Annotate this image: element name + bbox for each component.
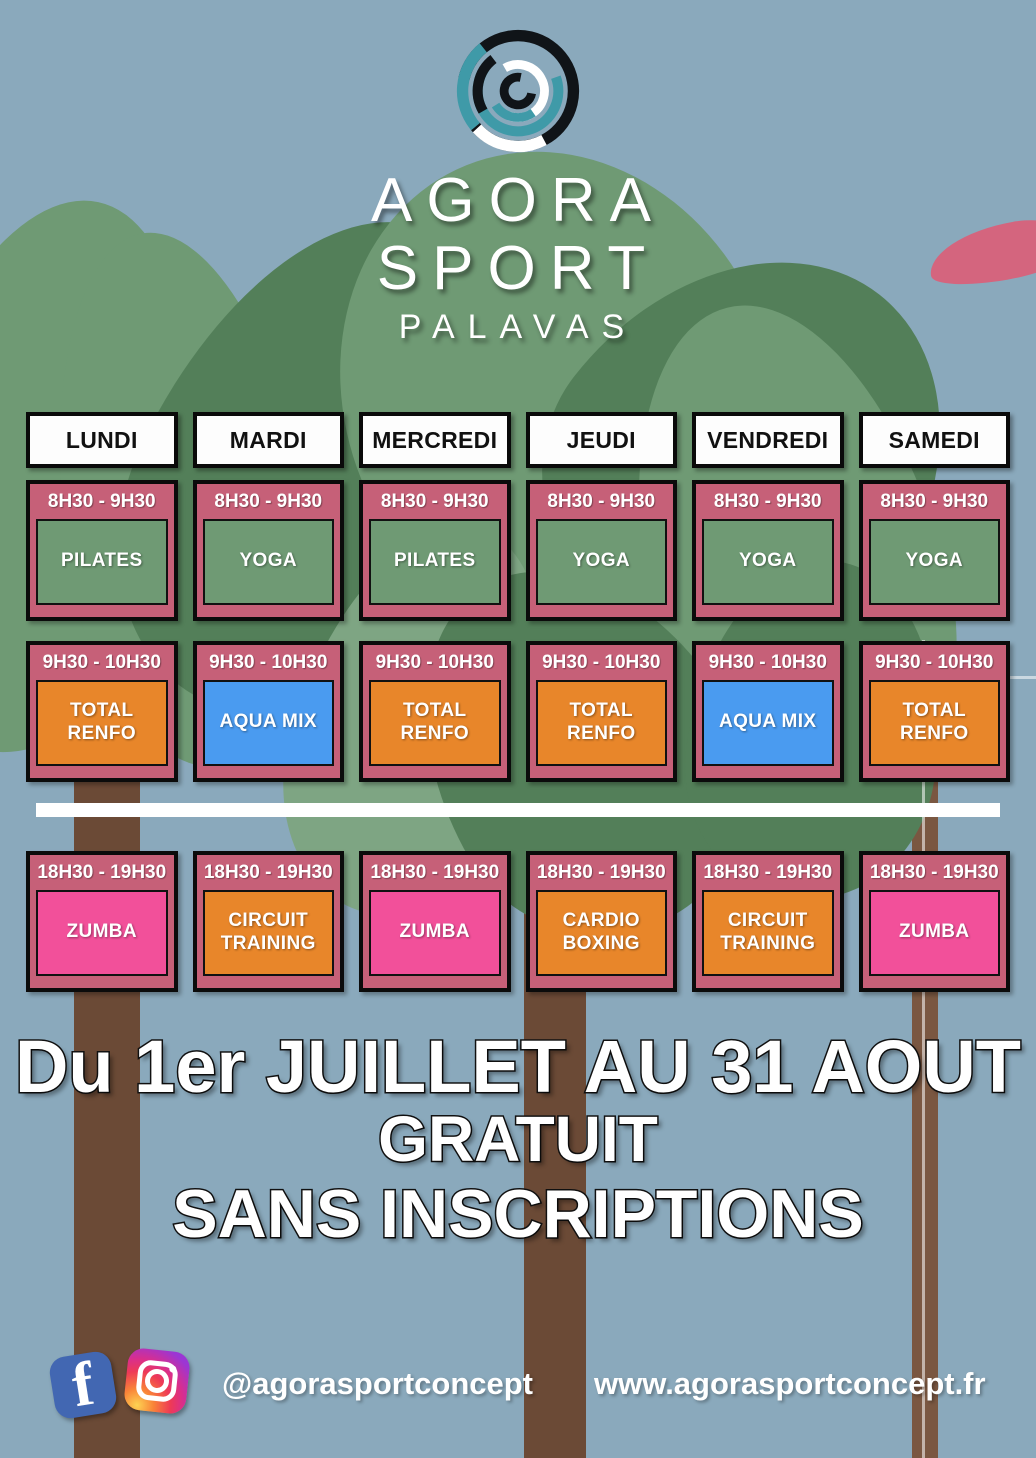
class-name: YOGA (702, 518, 834, 605)
class-time: 9H30 - 10H30 (209, 652, 328, 673)
class-name: TOTAL RENFO (535, 679, 667, 766)
class-name: AQUA MIX (702, 679, 834, 766)
brand-line-sport: SPORT (376, 234, 660, 304)
instagram-icon[interactable] (122, 1346, 192, 1416)
class-card: 18H30 - 19H30 CIRCUIT TRAINING (192, 851, 344, 992)
footer: f @agorasportconcept www.agorasportconce… (0, 1346, 1036, 1422)
class-name: AQUA MIX (202, 679, 334, 766)
class-card: 8H30 - 9H30 YOGA (692, 480, 844, 621)
section-divider (36, 803, 1000, 817)
promo-block: Du 1er JUILLET AU 31 AOUT GRATUIT SANS I… (0, 1025, 1036, 1253)
schedule-row-morning-1: 8H30 - 9H30 PILATES 8H30 - 9H30 YOGA 8H30 - … (26, 480, 1010, 621)
class-name: TOTAL RENFO (369, 679, 501, 766)
class-card: 8H30 - 9H30 YOGA (525, 480, 677, 621)
class-time: 18H30 - 19H30 (869, 862, 999, 883)
promo-dates: Du 1er JUILLET AU 31 AOUT (13, 1025, 1022, 1108)
brand-logo (0, 28, 1036, 159)
brand-line-palavas: PALAVAS (398, 308, 638, 347)
class-name: YOGA (202, 518, 334, 605)
day-header-mardi: MARDI (192, 412, 344, 468)
class-time: 18H30 - 19H30 (370, 862, 500, 883)
class-name: ZUMBA (369, 889, 501, 976)
class-name: PILATES (369, 518, 501, 605)
class-time: 9H30 - 10H30 (708, 652, 827, 673)
promo-free: GRATUIT (377, 1102, 660, 1176)
brand-line-agora: AGORA (371, 166, 665, 235)
class-card: 8H30 - 9H30 PILATES (26, 480, 178, 621)
class-card: 9H30 - 10H30 AQUA MIX (692, 641, 844, 782)
class-time: 8H30 - 9H30 (547, 491, 656, 512)
day-header-samedi: SAMEDI (858, 412, 1010, 468)
day-header-jeudi: JEUDI (525, 412, 677, 468)
class-time: 8H30 - 9H30 (214, 491, 323, 512)
class-card: 9H30 - 10H30 TOTAL RENFO (858, 641, 1010, 782)
day-header-row: LUNDI MARDI MERCREDI JEUDI VENDREDI SAMEDI (26, 412, 1010, 468)
class-time: 9H30 - 10H30 (42, 652, 161, 673)
class-time: 18H30 - 19H30 (203, 862, 333, 883)
day-header-mercredi: MERCREDI (359, 412, 511, 468)
class-name: CARDIO BOXING (535, 889, 667, 976)
class-card: 18H30 - 19H30 CARDIO BOXING (525, 851, 677, 992)
class-name: CIRCUIT TRAINING (702, 889, 834, 976)
social-handle[interactable]: @agorasportconcept (222, 1366, 533, 1401)
website-url[interactable]: www.agorasportconcept.fr (594, 1366, 986, 1401)
facebook-icon[interactable]: f (47, 1349, 119, 1421)
class-card: 8H30 - 9H30 YOGA (192, 480, 344, 621)
class-name: YOGA (868, 518, 1000, 605)
class-time: 8H30 - 9H30 (380, 491, 489, 512)
class-time: 9H30 - 10H30 (375, 652, 494, 673)
promo-no-reg: SANS INSCRIPTIONS (171, 1174, 865, 1253)
class-card: 8H30 - 9H30 PILATES (359, 480, 511, 621)
class-time: 9H30 - 10H30 (542, 652, 661, 673)
class-time: 8H30 - 9H30 (713, 491, 822, 512)
class-time: 9H30 - 10H30 (875, 652, 994, 673)
class-time: 18H30 - 19H30 (37, 862, 167, 883)
schedule-row-morning-2: 9H30 - 10H30 TOTAL RENFO 9H30 - 10H30 AQUA … (26, 641, 1010, 782)
class-time: 8H30 - 9H30 (47, 491, 156, 512)
class-card: 9H30 - 10H30 TOTAL RENFO (525, 641, 677, 782)
class-name: ZUMBA (36, 889, 168, 976)
day-header-vendredi: VENDREDI (692, 412, 844, 468)
class-card: 18H30 - 19H30 ZUMBA (359, 851, 511, 992)
schedule-row-evening: 18H30 - 19H30 ZUMBA 18H30 - 19H30 CIRCUIT T… (26, 851, 1010, 992)
concentric-circles-logo-icon (456, 29, 580, 153)
class-card: 9H30 - 10H30 TOTAL RENFO (26, 641, 178, 782)
class-name: YOGA (535, 518, 667, 605)
class-time: 18H30 - 19H30 (536, 862, 666, 883)
class-card: 9H30 - 10H30 AQUA MIX (192, 641, 344, 782)
class-card: 18H30 - 19H30 ZUMBA (858, 851, 1010, 992)
class-card: 8H30 - 9H30 YOGA (858, 480, 1010, 621)
class-name: TOTAL RENFO (868, 679, 1000, 766)
class-card: 9H30 - 10H30 TOTAL RENFO (359, 641, 511, 782)
class-time: 18H30 - 19H30 (703, 862, 833, 883)
class-name: CIRCUIT TRAINING (202, 889, 334, 976)
class-name: ZUMBA (868, 889, 1000, 976)
class-card: 18H30 - 19H30 CIRCUIT TRAINING (692, 851, 844, 992)
day-header-lundi: LUNDI (26, 412, 178, 468)
class-time: 8H30 - 9H30 (880, 491, 989, 512)
class-name: PILATES (36, 518, 168, 605)
class-card: 18H30 - 19H30 ZUMBA (26, 851, 178, 992)
class-name: TOTAL RENFO (36, 679, 168, 766)
brand-wordmark: AGORA SPORT PALAVAS (0, 168, 1036, 352)
